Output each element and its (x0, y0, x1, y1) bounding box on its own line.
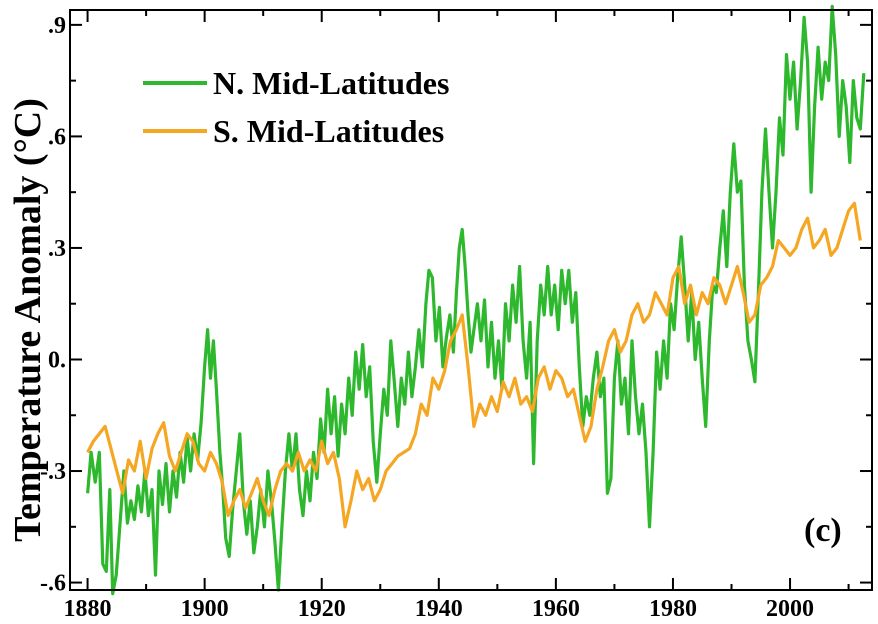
axis-ticks (70, 10, 872, 590)
x-tick-label: 1880 (64, 596, 112, 622)
x-tick-labels: 1880 1900 1920 1940 1960 1980 2000 (64, 596, 814, 622)
x-tick-label: 1980 (649, 596, 697, 622)
y-tick-label: .9 (48, 13, 66, 39)
x-tick-label: 1940 (415, 596, 463, 622)
y-axis-label: Temperature Anomaly (°C) (7, 98, 49, 542)
series-line-north (86, 4, 866, 596)
plot-frame (69, 9, 873, 591)
x-tick-label: 1920 (298, 596, 346, 622)
x-tick-label: 1960 (532, 596, 580, 622)
x-tick-label: 1900 (181, 596, 229, 622)
y-tick-label: -.6 (40, 571, 66, 597)
legend-label: N. Mid-Latitudes (213, 65, 449, 101)
y-tick-labels: .9 .6 .3 0. -.3 -.6 (40, 13, 66, 597)
legend-label: S. Mid-Latitudes (213, 113, 444, 149)
y-tick-label: .3 (48, 236, 66, 262)
y-tick-label: .6 (48, 124, 66, 150)
panel-label: (c) (804, 512, 842, 549)
legend: N. Mid-Latitudes S. Mid-Latitudes (143, 65, 449, 149)
series-line-south (86, 201, 862, 529)
y-tick-label: -.3 (40, 459, 66, 485)
x-tick-label: 2000 (766, 596, 814, 622)
plot-lines (86, 4, 866, 596)
y-tick-label: 0. (48, 347, 66, 373)
